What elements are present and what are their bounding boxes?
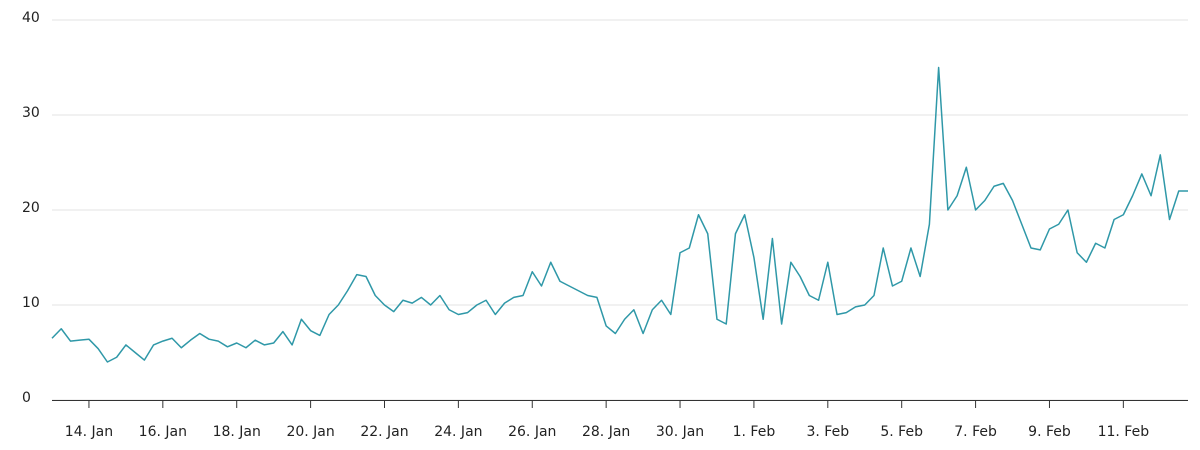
y-tick-label: 0 [22,390,31,406]
x-tick-label: 3. Feb [807,424,850,440]
y-tick-label: 30 [22,105,40,121]
x-tick-label: 24. Jan [434,424,482,440]
x-tick-label: 30. Jan [656,424,704,440]
x-tick-label: 9. Feb [1028,424,1071,440]
x-tick-label: 14. Jan [65,424,113,440]
x-tick-label: 5. Feb [880,424,923,440]
x-tick-label: 18. Jan [213,424,261,440]
x-tick-label: 1. Feb [733,424,776,440]
x-tick-label: 7. Feb [954,424,997,440]
data-line [51,66,1188,363]
x-tick-label: 20. Jan [286,424,334,440]
x-tick-label: 11. Feb [1098,424,1150,440]
x-tick-label: 16. Jan [139,424,187,440]
y-tick-label: 20 [22,200,40,216]
y-tick-label: 40 [22,10,40,26]
x-tick-label: 28. Jan [582,424,630,440]
y-tick-label: 10 [22,295,40,311]
x-tick-label: 26. Jan [508,424,556,440]
x-tick-label: 22. Jan [360,424,408,440]
